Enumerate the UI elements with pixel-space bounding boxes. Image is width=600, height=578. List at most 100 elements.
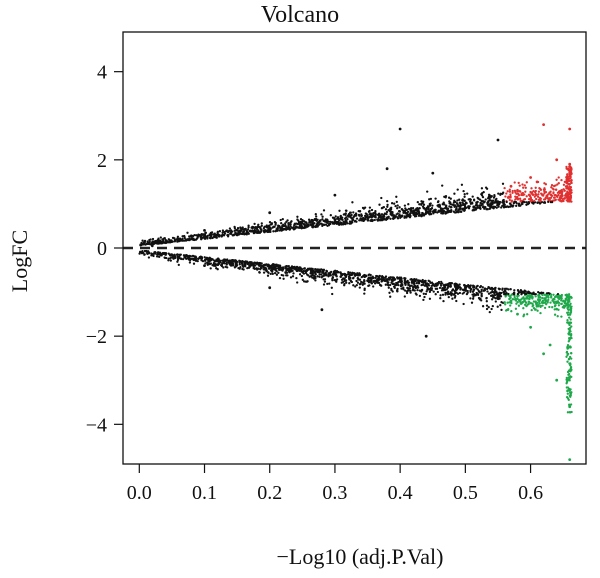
data-point (287, 269, 291, 273)
data-point (521, 202, 524, 206)
data-point (472, 288, 476, 291)
data-point (402, 286, 405, 289)
data-point (320, 273, 323, 276)
data-point (260, 224, 263, 227)
data-point (348, 282, 351, 285)
data-point (320, 308, 324, 312)
data-point (235, 264, 239, 267)
data-point (241, 232, 244, 235)
data-point (390, 279, 393, 282)
data-point (431, 210, 434, 213)
data-point (494, 200, 497, 203)
data-point (416, 288, 419, 292)
data-point (386, 203, 389, 207)
data-point (465, 206, 468, 209)
data-point (522, 186, 525, 189)
data-point (145, 242, 148, 246)
data-point (398, 127, 402, 131)
data-point (453, 289, 456, 293)
data-point (387, 281, 390, 284)
data-point (449, 210, 452, 213)
data-point (472, 199, 476, 202)
data-point (244, 265, 247, 268)
data-point (539, 298, 542, 301)
data-point (566, 182, 569, 185)
data-point (340, 281, 343, 284)
data-point (249, 263, 252, 266)
y-tick-label: 4 (97, 62, 107, 84)
data-point (534, 186, 537, 189)
data-point (503, 301, 506, 304)
data-point (551, 306, 554, 309)
data-point (522, 313, 526, 316)
data-point (517, 181, 520, 185)
data-point (430, 284, 433, 288)
data-point (138, 251, 142, 254)
data-point (421, 278, 424, 282)
data-point (363, 292, 366, 295)
data-point (505, 192, 508, 195)
data-point (504, 195, 507, 198)
data-point (569, 295, 572, 298)
data-point (570, 357, 573, 360)
data-point (413, 285, 417, 288)
data-point (392, 279, 395, 282)
data-point (428, 290, 432, 294)
data-point (300, 270, 303, 273)
data-point (569, 197, 572, 200)
data-point (512, 293, 516, 296)
data-point (556, 315, 559, 318)
data-point (397, 283, 400, 287)
data-point (368, 206, 372, 209)
data-point (562, 306, 566, 309)
data-point (504, 293, 507, 296)
data-point (389, 217, 392, 220)
data-point (204, 262, 207, 265)
data-point (467, 205, 470, 208)
data-point (389, 295, 392, 298)
data-point (226, 231, 230, 234)
data-point (480, 199, 483, 203)
data-point (445, 207, 448, 210)
data-point (567, 303, 570, 306)
data-point (392, 282, 395, 285)
data-point (510, 310, 513, 313)
data-point (289, 276, 293, 279)
data-point (298, 220, 302, 224)
data-point (306, 280, 309, 283)
data-point (418, 289, 422, 292)
data-point (569, 174, 572, 177)
data-point (464, 289, 467, 292)
data-point (377, 216, 380, 220)
data-point (515, 192, 518, 195)
data-point (537, 293, 540, 296)
data-point (273, 267, 276, 271)
data-point (267, 265, 270, 268)
data-point (459, 287, 462, 290)
data-point (568, 369, 571, 372)
data-point (554, 304, 557, 307)
data-point (272, 265, 275, 268)
data-point (265, 269, 268, 272)
data-point (422, 203, 426, 206)
data-point (542, 201, 546, 204)
data-point (435, 287, 439, 290)
data-point (224, 265, 227, 268)
data-point (376, 219, 380, 222)
data-point (258, 263, 261, 267)
data-point (349, 276, 352, 280)
data-point (557, 182, 560, 185)
data-point (547, 200, 550, 204)
data-point (532, 291, 535, 294)
data-point (422, 298, 425, 302)
data-point (209, 267, 212, 270)
data-point (504, 205, 508, 209)
data-point (566, 311, 569, 314)
data-point (462, 288, 465, 292)
data-point (203, 264, 206, 267)
data-point (410, 284, 413, 287)
data-point (267, 267, 271, 270)
data-point (183, 254, 187, 257)
data-point (188, 235, 191, 238)
data-point (567, 373, 570, 376)
